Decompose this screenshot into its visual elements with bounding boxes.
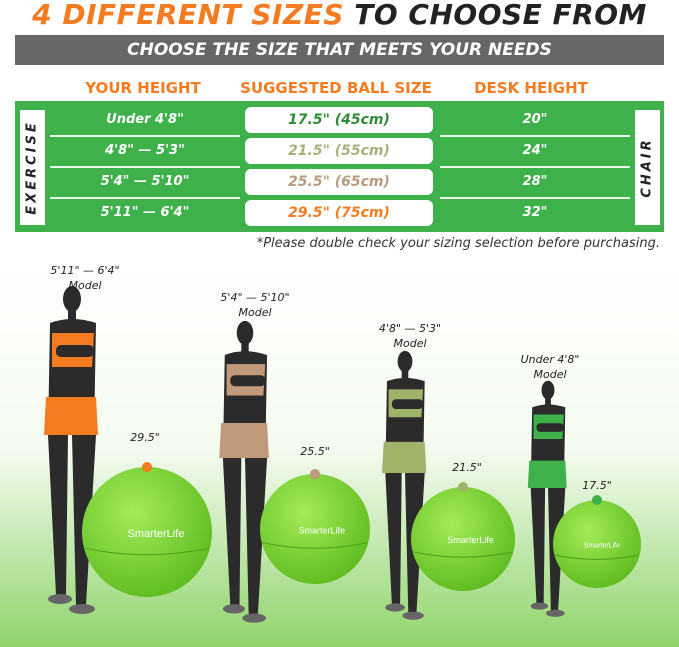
model-head	[541, 380, 555, 400]
row-ball-size: 17.5" (45cm)	[245, 107, 433, 133]
model-neck	[401, 369, 409, 380]
chair-label: CHAIR	[635, 110, 660, 225]
size-table: EXERCISE CHAIR Under 4'8" 17.5" (45cm) 2…	[15, 101, 664, 232]
ball-seam	[413, 551, 513, 558]
model-leg	[245, 458, 268, 615]
page-title: 4 DIFFERENT SIZES TO CHOOSE FROM	[32, 0, 647, 31]
header-height: YOUR HEIGHT	[85, 79, 201, 97]
row-height: 5'4" — 5'10"	[100, 174, 190, 189]
divider	[50, 197, 240, 199]
ball-seam	[262, 542, 368, 549]
brand-logo: SmarterLife	[447, 535, 494, 545]
ball-top-marker	[142, 462, 152, 472]
model-head	[397, 350, 413, 373]
row-ball-size: 29.5" (75cm)	[245, 200, 433, 226]
divider	[50, 135, 240, 137]
model-leg	[48, 435, 68, 595]
model-shorts	[219, 423, 269, 458]
model-shorts	[44, 397, 98, 435]
model-neck	[241, 342, 249, 354]
model-crossed-arms	[536, 423, 564, 432]
divider	[440, 166, 630, 168]
model-shoe	[385, 603, 405, 612]
row-height: Under 4'8"	[106, 112, 184, 127]
model-shorts	[527, 460, 567, 488]
header-ball-size: SUGGESTED BALL SIZE	[240, 79, 432, 97]
divider	[440, 135, 630, 137]
row-ball-size: 25.5" (65cm)	[245, 169, 433, 195]
model-neck	[545, 397, 551, 406]
model-crossed-arms	[56, 345, 94, 357]
model-height-label: 4'8" — 5'3" Model	[378, 322, 442, 350]
row-ball-size: 21.5" (55cm)	[245, 138, 433, 164]
row-desk-height: 20"	[522, 112, 548, 127]
exercise-label: EXERCISE	[20, 110, 45, 225]
sizing-note: *Please double check your sizing selecti…	[256, 236, 660, 251]
model-shoe	[402, 611, 424, 620]
model-height-label: Under 4'8" Model	[520, 353, 580, 381]
row-desk-height: 28"	[522, 174, 548, 189]
model-leg	[385, 473, 402, 605]
ball-seam	[555, 554, 639, 560]
model-height-label: 5'4" — 5'10" Model	[220, 291, 290, 319]
ball-size-label: 21.5"	[452, 461, 482, 474]
model-shoe	[222, 604, 246, 614]
ball-size-label: 29.5"	[130, 431, 160, 444]
model-shoe	[530, 602, 548, 610]
model-shoe	[242, 613, 267, 623]
ball-seam	[85, 547, 209, 556]
exercise-ball	[553, 500, 641, 588]
exercise-ball	[411, 487, 515, 591]
model-crossed-arms	[391, 399, 424, 410]
models-illustration: SmarterLife SmarterLife SmarterLife Smarter…	[0, 255, 679, 647]
divider	[50, 166, 240, 168]
exercise-ball	[260, 474, 370, 584]
model-shoe	[545, 609, 565, 617]
ball-size-label: 17.5"	[582, 479, 612, 492]
row-desk-height: 32"	[522, 205, 548, 220]
brand-logo: SmarterLife	[299, 525, 346, 535]
subtitle-banner: CHOOSE THE SIZE THAT MEETS YOUR NEEDS	[15, 35, 664, 65]
ball-top-marker	[458, 482, 468, 492]
ball-top-marker	[310, 469, 320, 479]
ball-size-label: 25.5"	[300, 445, 330, 458]
model-leg	[222, 458, 242, 606]
divider	[440, 197, 630, 199]
row-height: 5'11" — 6'4"	[100, 205, 190, 220]
header-desk-height: DESK HEIGHT	[474, 79, 588, 97]
brand-logo: SmarterLife	[128, 528, 185, 540]
model-leg	[530, 488, 546, 604]
model-shoe	[48, 594, 72, 604]
ball-top-marker	[592, 495, 602, 505]
model-height-label: 5'11" — 6'4" Model	[50, 264, 120, 292]
row-desk-height: 24"	[522, 143, 548, 158]
row-height: 4'8" — 5'3"	[105, 143, 185, 158]
model-shorts	[382, 441, 427, 473]
brand-logo: SmarterLife	[584, 543, 620, 550]
model-head	[63, 286, 81, 312]
model-head	[236, 320, 254, 345]
model-neck	[68, 309, 76, 321]
model-shoe	[69, 604, 95, 614]
exercise-ball	[82, 467, 212, 597]
model-crossed-arms	[230, 375, 266, 387]
